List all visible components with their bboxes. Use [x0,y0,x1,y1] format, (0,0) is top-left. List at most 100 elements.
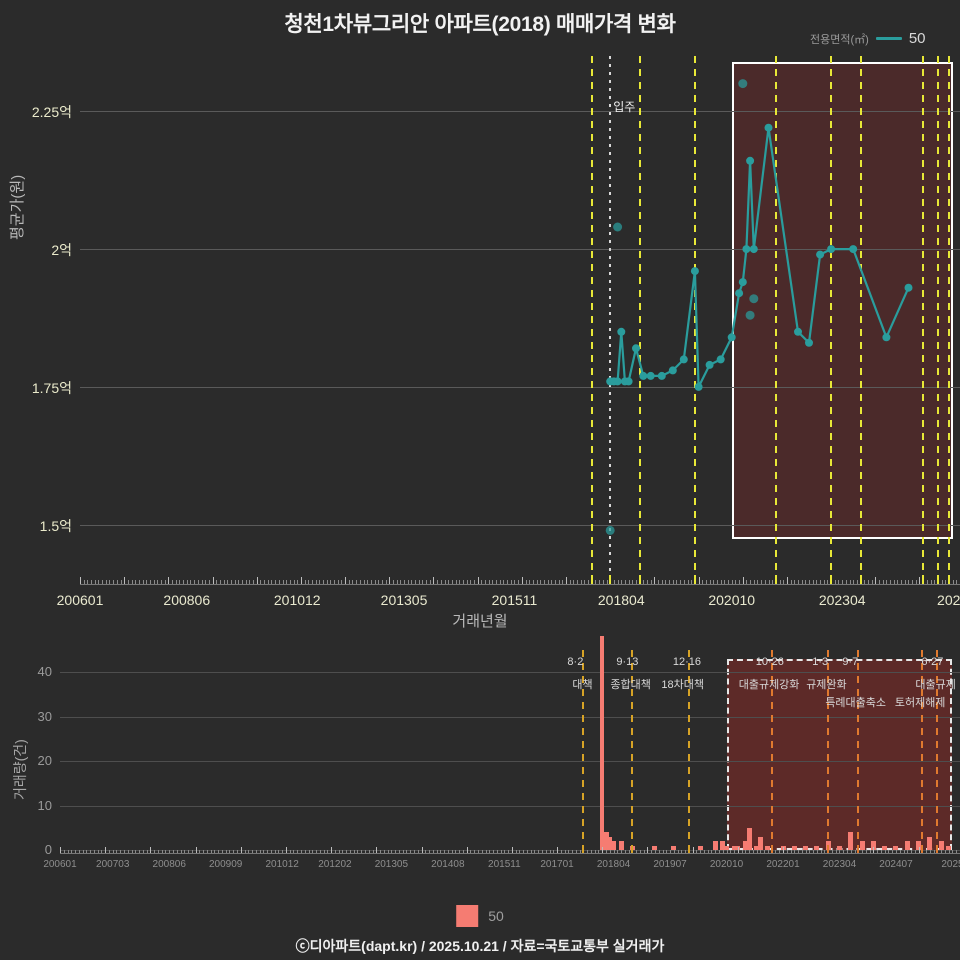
event-text-label: 종합대책 [610,679,651,691]
bar-x-tick [756,850,758,853]
footer-credit: ⓒ디아파트(dapt.kr) / 2025.10.21 / 자료=국토교통부 실… [295,938,665,954]
main-x-tick [370,580,372,584]
main-x-tick [153,580,155,584]
bar-x-tick [820,850,822,853]
main-x-tick [801,580,803,584]
main-x-tick-label: 202304 [818,592,866,608]
bar-x-tick [862,850,864,853]
bar-x-tick [809,850,811,853]
bar-x-tick [63,850,65,853]
main-x-tick [418,580,420,584]
bar-x-tick [116,850,118,853]
main-x-tick [367,580,369,584]
main-x-tick [492,580,494,584]
bar-item [746,827,752,850]
bar-x-tick [651,850,653,853]
bar-x-tick [221,850,223,853]
legend-top: 전용면적(㎡) 50 [810,30,926,47]
main-x-tick [105,580,107,584]
event-text-label: 18차대책 [661,679,704,691]
main-x-tick [459,580,461,584]
main-x-tick [242,580,243,584]
main-x-tick [853,580,855,584]
main-x-tick-label: 201305 [380,592,428,608]
bar-x-tick [835,850,837,853]
main-x-tick [455,580,457,584]
main-x-tick [691,580,693,584]
main-x-tick [138,580,140,584]
main-x-tick [875,577,877,584]
bar-y-tick-label: 20 [37,753,52,769]
bar-item [927,836,933,850]
main-x-tick [919,577,921,584]
main-event-vline [693,56,696,580]
bar-x-tick [135,850,137,853]
bar-x-tick [508,850,510,853]
bar-x-tick [440,850,442,853]
bar-x-tick-label: 200909 [209,859,243,870]
bar-x-tick [737,847,739,853]
bar-x-tick [850,850,852,853]
main-x-tick [205,580,207,584]
main-x-tick [422,580,424,584]
bar-x-tick [191,850,193,853]
bar-item [712,841,718,850]
main-x-tick [407,580,409,584]
main-x-tick [945,580,947,584]
bar-x-tick [327,850,329,853]
bar-x-tick [131,850,133,853]
bar-x-axis-line [60,853,960,854]
main-x-tick [676,580,678,584]
main-x-tick [635,580,637,584]
main-x-tick [783,580,785,584]
bar-x-tick [195,847,197,853]
main-x-event-tick [936,575,939,584]
bar-y-tick-label: 10 [37,797,52,813]
bar-x-tick [493,850,495,853]
main-x-tick [227,580,229,584]
main-x-tick [297,580,299,584]
bar-x-tick [293,850,295,853]
main-x-tick [683,580,685,584]
bar-x-tick [112,850,114,853]
main-x-tick [599,580,601,584]
bar-x-tick [301,850,302,853]
main-line-chart: 입주 [80,56,960,580]
bar-x-tick [557,847,559,853]
bar-x-tick [617,850,619,853]
main-x-tick [669,580,671,584]
bar-x-tick [869,850,871,853]
bar-x-tick-label: 202407 [879,859,913,870]
main-x-tick [477,577,479,584]
main-x-tick [698,577,700,584]
main-x-tick [102,580,104,584]
move-in-volume-bar [600,636,605,850]
bar-item [618,841,624,850]
main-x-tick [904,580,906,584]
bar-x-tick [120,850,122,853]
bar-x-tick [225,850,227,853]
bar-x-tick [142,850,144,853]
bar-x-tick [609,850,611,853]
bar-x-tick [662,850,664,853]
bar-x-tick [304,850,306,853]
main-x-tick [286,580,288,584]
main-x-tick [175,580,177,584]
main-x-tick [157,580,159,584]
bar-x-tick [323,850,325,853]
main-x-tick [794,580,796,584]
main-x-tick [805,580,807,584]
bar-item [603,832,609,850]
event-date-label: 12·16 [672,656,701,668]
legend-bar-swatch [456,905,479,927]
main-x-tick [580,580,582,584]
bar-x-tick [368,850,370,853]
main-x-tick [404,580,406,584]
bar-x-tick [349,850,351,853]
bar-y-tick-label: 40 [37,664,52,680]
main-x-tick [680,580,682,584]
event-text-label: 대책 [572,679,593,691]
bar-item [724,845,730,850]
main-x-tick-label: 2025 [937,592,960,608]
